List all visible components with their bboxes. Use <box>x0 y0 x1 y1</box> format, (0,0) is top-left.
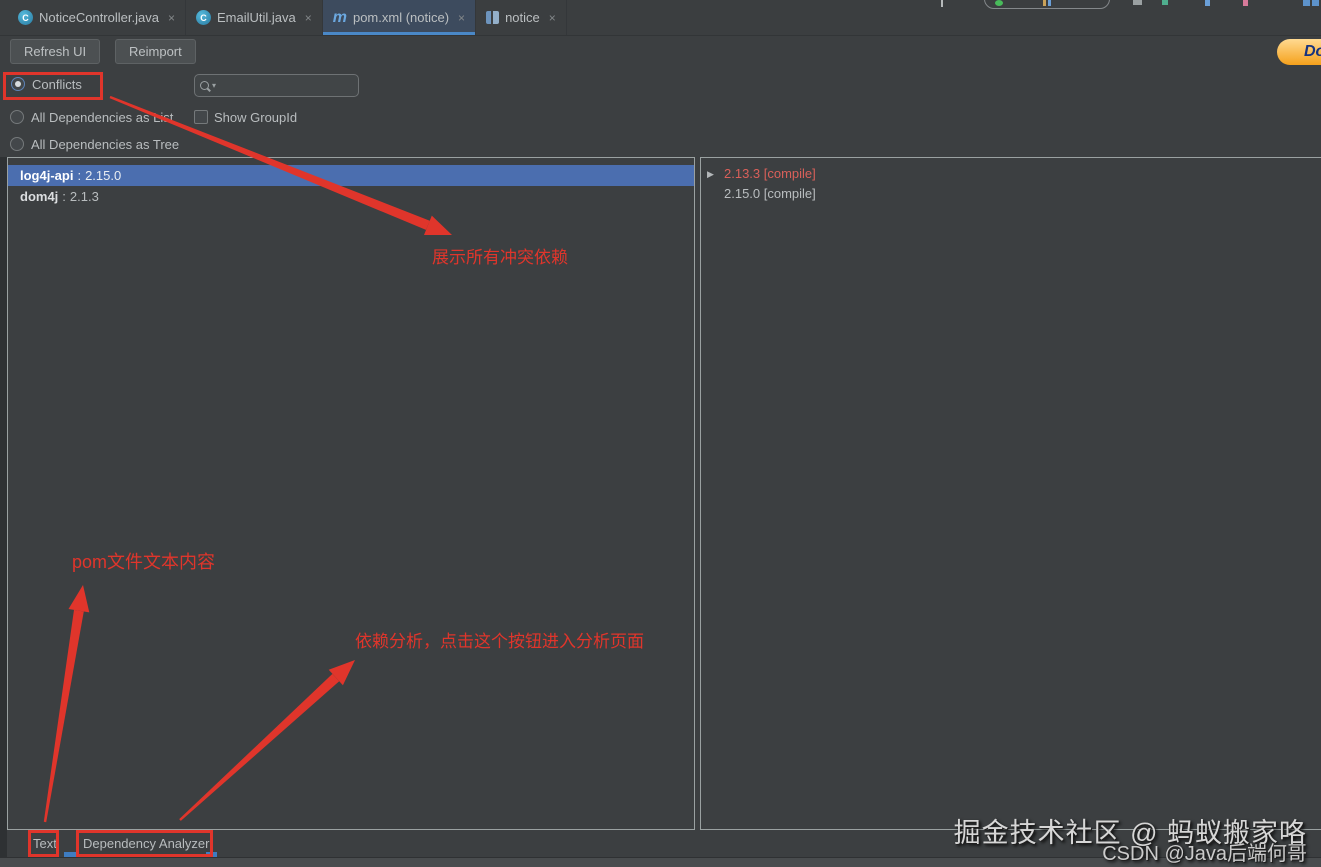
toolbar-icon[interactable] <box>1133 0 1142 5</box>
version-row[interactable]: 2.15.0 [compile] <box>701 184 1321 204</box>
search-input[interactable] <box>216 77 353 94</box>
search-field[interactable]: ▾ <box>194 74 359 97</box>
tab-pom-xml[interactable]: m pom.xml (notice) × <box>322 0 477 35</box>
download-button[interactable]: Do <box>1277 39 1321 65</box>
toolbar-separator <box>941 0 943 7</box>
dependency-name: log4j-api <box>20 168 74 183</box>
close-icon[interactable]: × <box>548 10 556 25</box>
all-dependencies-tree-radio[interactable] <box>10 137 24 151</box>
tab-notice[interactable]: notice × <box>476 0 567 35</box>
dependency-name: dom4j <box>20 189 59 204</box>
dependency-row-log4j-api[interactable]: log4j-api:2.15.0 <box>8 165 694 186</box>
version-label: 2.15.0 [compile] <box>724 186 816 201</box>
toolbar-icon[interactable] <box>1043 0 1046 6</box>
run-icon[interactable] <box>995 0 1003 6</box>
maven-icon: m <box>332 8 347 26</box>
refresh-ui-button[interactable]: Refresh UI <box>10 39 101 64</box>
tab-label: pom.xml (notice) <box>352 10 450 25</box>
all-dependencies-tree-label[interactable]: All Dependencies as Tree <box>31 137 180 152</box>
conflicts-radio[interactable] <box>11 77 25 91</box>
all-dependencies-list-radio[interactable] <box>10 110 24 124</box>
toolbar-icon[interactable] <box>1162 0 1168 5</box>
version-row-conflict[interactable]: ▶ 2.13.3 [compile] <box>701 164 1321 184</box>
show-groupid-label[interactable]: Show GroupId <box>214 110 298 125</box>
version-label: 2.13.3 [compile] <box>724 166 816 181</box>
close-icon[interactable]: × <box>458 10 466 25</box>
class-icon: C <box>18 10 33 25</box>
bottom-tab-dependency-analyzer[interactable]: Dependency Analyzer <box>83 836 210 851</box>
close-icon[interactable]: × <box>167 10 175 25</box>
dependency-versions-panel: ▶ 2.13.3 [compile] 2.15.0 [compile] <box>700 157 1321 830</box>
all-dependencies-list-label[interactable]: All Dependencies as List <box>31 110 174 125</box>
tab-noticecontroller[interactable]: C NoticeController.java × <box>8 0 186 35</box>
dependency-version: 2.15.0 <box>85 168 122 183</box>
reimport-button[interactable]: Reimport <box>115 39 196 64</box>
toolbar-icon[interactable] <box>1205 0 1210 6</box>
conflicts-radio-label[interactable]: Conflicts <box>32 77 82 92</box>
tab-label: EmailUtil.java <box>216 10 296 25</box>
tool-window-stripe <box>0 157 7 857</box>
bottom-tab-text[interactable]: Text <box>33 836 57 851</box>
tab-emailutil[interactable]: C EmailUtil.java × <box>186 0 323 35</box>
dependency-separator: : <box>62 189 66 204</box>
dependency-separator: : <box>77 168 82 183</box>
tab-label: notice <box>505 10 540 25</box>
dependency-version: 2.1.3 <box>69 189 99 204</box>
editor-tab-bar: C NoticeController.java × C EmailUtil.ja… <box>0 0 1321 36</box>
close-icon[interactable]: × <box>304 10 312 25</box>
reimport-label: Reimport <box>129 44 182 59</box>
expand-arrow-icon[interactable]: ▶ <box>707 169 714 179</box>
toolbar-icon[interactable] <box>1303 0 1310 6</box>
search-icon <box>200 81 209 90</box>
toolbar-icon[interactable] <box>1048 0 1051 6</box>
refresh-ui-label: Refresh UI <box>24 44 87 59</box>
tab-label: NoticeController.java <box>39 10 159 25</box>
status-bar <box>0 857 1321 867</box>
dependency-row-dom4j[interactable]: dom4j:2.1.3 <box>8 186 694 207</box>
download-button-label: Do <box>1304 43 1321 60</box>
class-icon: C <box>195 10 211 25</box>
toolbar-icon[interactable] <box>1243 0 1248 6</box>
toolbar-icon[interactable] <box>1312 0 1319 6</box>
conflicted-dependencies-panel: log4j-api:2.15.0 dom4j:2.1.3 <box>7 157 695 830</box>
show-groupid-checkbox[interactable] <box>194 110 208 124</box>
search-history-caret-icon[interactable]: ▾ <box>212 81 217 90</box>
notice-tab-icon <box>486 11 500 24</box>
selected-tab-underline <box>64 852 76 857</box>
